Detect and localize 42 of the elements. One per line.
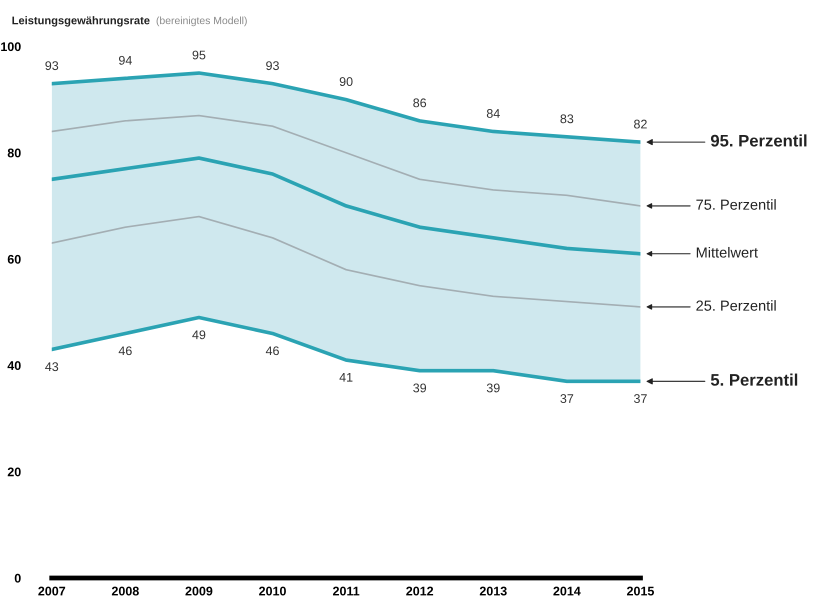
x-tick-label: 2014 (553, 586, 581, 596)
x-tick-label: 2008 (112, 586, 139, 596)
x-tick-label: 2013 (480, 586, 507, 596)
data-label: 93 (266, 61, 279, 70)
data-label: 49 (192, 330, 206, 340)
line-series (52, 156, 640, 256)
line-series (52, 216, 640, 308)
text: 95. Perzentil (710, 134, 806, 147)
x-tick-label: 2010 (259, 586, 286, 596)
x-tick-label: 2009 (185, 586, 212, 596)
data-label: 84 (486, 109, 500, 118)
data-label: 83 (560, 114, 574, 124)
data-label: 94 (118, 56, 132, 65)
chart-subtitle: (bereinigtes Modell) (156, 16, 247, 26)
chart-title: Leistungsgewährungsrate (12, 16, 150, 27)
text: 25. Perzentil (696, 300, 776, 311)
data-label: 86 (413, 98, 426, 108)
text: 5. Perzentil (710, 374, 798, 386)
y-tick-label: 0 (14, 574, 21, 583)
y-tick-label: 20 (8, 467, 21, 476)
y-tick-label: 80 (8, 148, 21, 158)
data-label: 37 (634, 394, 647, 404)
x-tick-label: 2015 (626, 586, 654, 596)
data-label: 37 (560, 394, 574, 404)
y-tick-label: 100 (1, 42, 21, 52)
y-tick-label: 40 (8, 361, 21, 370)
x-tick-label: 2007 (38, 586, 66, 596)
data-label: 46 (118, 346, 132, 356)
x-tick-label: 2012 (406, 586, 434, 596)
data-label: 46 (266, 346, 279, 356)
data-label: 39 (413, 384, 426, 392)
y-tick-label: 60 (8, 254, 21, 264)
data-label: 82 (634, 120, 647, 129)
data-label: 43 (45, 362, 58, 372)
data-label: 93 (45, 61, 58, 70)
data-label: 95 (192, 50, 206, 60)
data-label: 41 (339, 373, 352, 382)
x-tick-label: 2011 (332, 586, 360, 596)
data-label: 39 (486, 384, 500, 392)
text: Mittelwert (696, 246, 758, 258)
data-label: 90 (340, 77, 353, 86)
text: 75. Perzentil (696, 199, 776, 210)
